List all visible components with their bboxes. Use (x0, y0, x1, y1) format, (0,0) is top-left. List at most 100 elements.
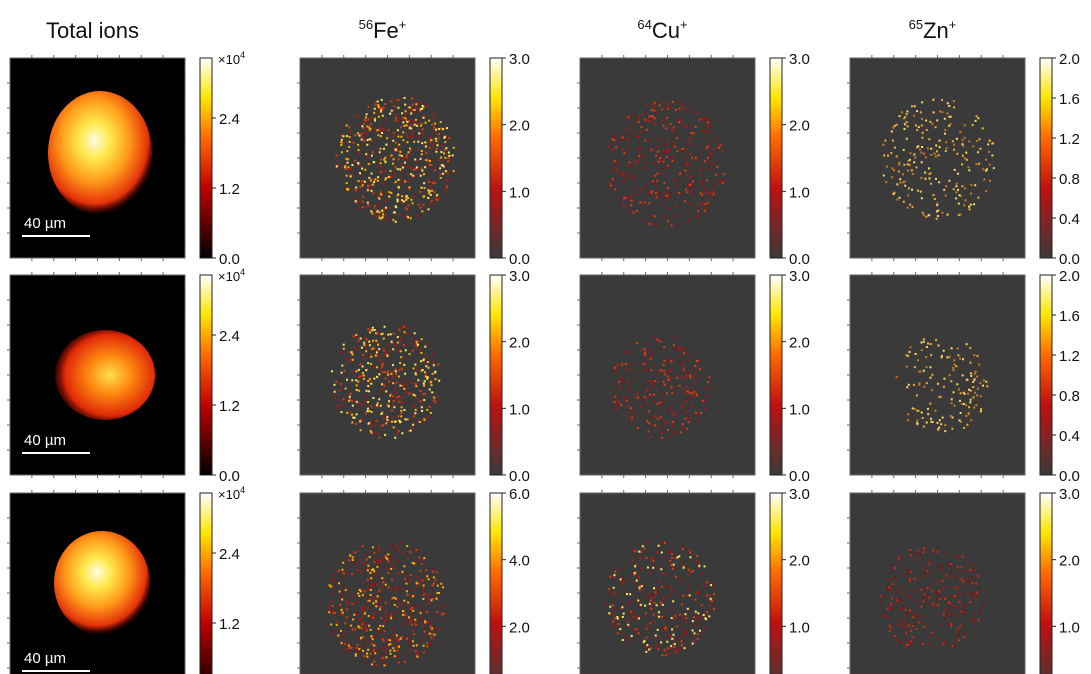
column-title: Total ions (46, 18, 139, 43)
colorbar (489, 57, 503, 259)
ion-signal (54, 531, 150, 635)
colorbar-multiplier: ×104 (218, 50, 245, 67)
colorbar-tick-label: 1.0 (1059, 619, 1080, 636)
image-frame (849, 274, 1026, 476)
multiplier: ×10 (218, 52, 240, 67)
colorbar-tick-label: 3.0 (789, 51, 810, 68)
colorbar-tick-label: 1.2 (219, 181, 240, 198)
colorbar-tick-label: 4.0 (509, 553, 530, 570)
colorbar-tick-label: 1.0 (789, 619, 810, 636)
colorbar (199, 274, 213, 476)
column-title: 64Cu+ (637, 17, 687, 43)
ion-image-panel: 0.01.02.03.0 (577, 486, 810, 674)
image-frame (849, 492, 1026, 674)
image-frame (579, 492, 756, 674)
colorbar (1039, 492, 1053, 674)
colorbar-tick-label: 1.2 (1059, 131, 1080, 148)
charge: + (949, 17, 957, 32)
ion-image-panel: 0.01.02.03.0 (577, 268, 810, 485)
colorbar-tick-label: 0.4 (1059, 211, 1080, 228)
scale-bar-label: 40 µm (24, 215, 66, 232)
ion-image-panel: 0.0 0.4 0.8 1.2 1.6 2.0 (847, 268, 1080, 485)
colorbar-tick-label: 2.0 (1059, 553, 1080, 570)
mass-number: 65 (909, 17, 923, 32)
ion-image-panel: 40 µm0.01.22.4×104 (7, 485, 245, 674)
ion-pixels (331, 545, 445, 664)
colorbar-tick-label: 2.4 (219, 328, 240, 345)
image-frame (579, 274, 756, 476)
scale-bar-label: 40 µm (24, 650, 66, 667)
mass-number: 56 (359, 17, 373, 32)
colorbar-tick-label: 2.0 (509, 118, 530, 135)
element: Cu (652, 18, 680, 43)
colorbar-multiplier: ×104 (218, 485, 245, 502)
colorbar-tick-label: 0.4 (1059, 428, 1080, 445)
colorbar-tick-label: 3.0 (789, 486, 810, 503)
ion-image-panel: 40 µm 0.0 1.2 2.4 ×104 (7, 50, 245, 268)
exponent: 4 (240, 485, 245, 495)
colorbar-tick-label: 1.2 (219, 398, 240, 415)
colorbar (1039, 274, 1053, 476)
colorbar-tick-label: 0.0 (219, 468, 240, 485)
ion-signal (55, 330, 155, 420)
exponent: 4 (240, 50, 245, 60)
column-title: 65Zn+ (909, 17, 957, 43)
colorbar-tick-label: 2.0 (789, 335, 810, 352)
ion-pixels (912, 338, 989, 431)
colorbar-tick-label: 0.0 (219, 251, 240, 268)
colorbar-tick-label: 3.0 (509, 268, 530, 285)
colorbar-tick-label: 0.8 (1059, 171, 1080, 188)
charge: + (399, 17, 407, 32)
colorbar-tick-label: 1.0 (509, 401, 530, 418)
ion-image-panel: 0.01.02.03.0 (297, 268, 530, 485)
image-frame (299, 492, 476, 674)
colorbar-tick-label: 2.0 (789, 118, 810, 135)
colorbar-tick-label: 3.0 (509, 51, 530, 68)
exponent: 4 (240, 267, 245, 277)
ion-image-panel: 0.0 1.0 2.0 3.0 (297, 51, 530, 268)
colorbar-tick-label: 2.0 (1059, 268, 1080, 285)
column-title: 56Fe+ (359, 17, 407, 43)
colorbar-tick-label: 2.0 (509, 619, 530, 636)
ion-image-panel: 0.0 0.4 0.8 1.2 1.6 2.0 (847, 51, 1080, 268)
colorbar (199, 492, 213, 674)
scale-bar-label: 40 µm (24, 432, 66, 449)
colorbar (769, 57, 783, 259)
ion-pixels (334, 325, 440, 435)
ion-pixels (608, 541, 715, 657)
colorbar (199, 57, 213, 259)
colorbar-tick-label: 0.8 (1059, 388, 1080, 405)
image-frame (579, 57, 756, 259)
colorbar (769, 274, 783, 476)
colorbar-tick-label: 0.0 (509, 251, 530, 268)
ion-pixels (879, 547, 980, 647)
colorbar-tick-label: 0.0 (1059, 251, 1080, 268)
colorbar-tick-label: 0.0 (789, 251, 810, 268)
element: Zn (923, 18, 949, 43)
charge: + (680, 17, 688, 32)
colorbar (489, 492, 503, 674)
colorbar-tick-label: 2.4 (219, 546, 240, 563)
ion-pixels (342, 331, 437, 434)
colorbar-tick-label: 2.0 (1059, 51, 1080, 68)
ion-image-panel: 0.01.02.03.0 (577, 51, 810, 268)
colorbar-tick-label: 2.0 (789, 553, 810, 570)
multiplier: ×10 (218, 487, 240, 502)
colorbar (769, 492, 783, 674)
colorbar-tick-label: 1.2 (219, 616, 240, 633)
colorbar-tick-label: 6.0 (509, 486, 530, 503)
ion-image-panel: 40 µm0.01.22.4×104 (7, 267, 245, 485)
ion-pixels (335, 97, 451, 218)
ion-image-panel: 0.01.02.03.0 (847, 486, 1080, 674)
ion-image-panel: 0.02.04.06.0 (297, 486, 530, 674)
colorbar-tick-label: 1.2 (1059, 348, 1080, 365)
image-frame (849, 57, 1026, 259)
colorbar-tick-label: 2.4 (219, 111, 240, 128)
mass-number: 64 (637, 17, 651, 32)
colorbar-tick-label: 1.6 (1059, 308, 1080, 325)
colorbar (489, 274, 503, 476)
colorbar-tick-label: 0.0 (1059, 468, 1080, 485)
colorbar-tick-label: 0.0 (789, 468, 810, 485)
colorbar-tick-label: 1.0 (509, 184, 530, 201)
